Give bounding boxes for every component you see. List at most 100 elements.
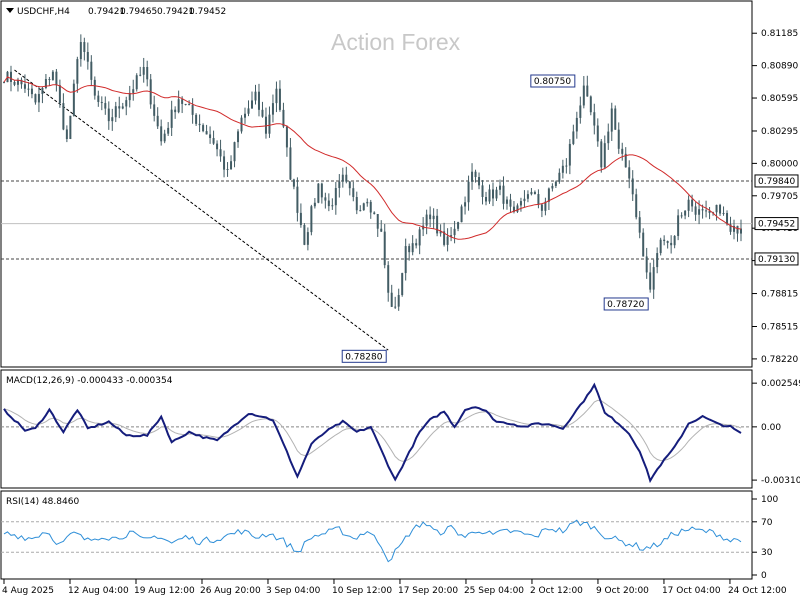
candle-body bbox=[72, 83, 75, 116]
candle-body bbox=[97, 95, 100, 102]
candle-body bbox=[369, 201, 372, 213]
price-annotation-label: 0.78280 bbox=[345, 352, 382, 362]
candle-body bbox=[502, 185, 505, 204]
candle-body bbox=[387, 265, 390, 293]
candle-body bbox=[614, 108, 617, 130]
y-tick-label: 0.81185 bbox=[761, 29, 798, 39]
candle-body bbox=[642, 232, 645, 257]
x-tick-label: 9 Oct 20:00 bbox=[596, 586, 649, 596]
candle-body bbox=[624, 153, 627, 168]
candle-body bbox=[167, 127, 170, 134]
candle-body bbox=[397, 295, 400, 307]
candle-body bbox=[544, 201, 547, 211]
candle-body bbox=[44, 79, 47, 88]
candle-body bbox=[659, 239, 662, 254]
candle-body bbox=[726, 213, 729, 225]
candle-body bbox=[216, 143, 219, 150]
candle-body bbox=[443, 231, 446, 245]
candle-body bbox=[226, 169, 229, 171]
candle-body bbox=[530, 191, 533, 195]
rsi-line bbox=[3, 519, 742, 563]
price-annotation-box bbox=[341, 349, 387, 363]
macd-tick-label: 0.002549 bbox=[761, 379, 800, 389]
candle-body bbox=[537, 194, 540, 205]
candle-body bbox=[285, 126, 288, 148]
ohlc-close: 0.79452 bbox=[189, 7, 226, 17]
candle-body bbox=[271, 103, 274, 115]
candle-body bbox=[394, 306, 397, 308]
x-tick-label: 2 Oct 12:00 bbox=[530, 586, 583, 596]
candle-body bbox=[408, 246, 411, 253]
candle-body bbox=[223, 156, 226, 170]
candle-body bbox=[415, 243, 418, 246]
candle-body bbox=[359, 210, 362, 212]
candle-body bbox=[568, 143, 571, 166]
candle-body bbox=[58, 85, 61, 104]
candle-body bbox=[111, 117, 114, 122]
candle-body bbox=[83, 42, 86, 52]
x-tick-label: 3 Sep 04:00 bbox=[266, 586, 321, 596]
candle-body bbox=[65, 129, 68, 139]
candle-body bbox=[666, 241, 669, 243]
candle-body bbox=[16, 79, 19, 85]
candle-body bbox=[306, 232, 309, 245]
y-tick-label: 0.78815 bbox=[761, 290, 798, 300]
candle-body bbox=[230, 161, 233, 170]
trendline bbox=[14, 69, 389, 351]
candle-body bbox=[677, 215, 680, 236]
candle-body bbox=[715, 204, 718, 213]
candle-body bbox=[736, 225, 739, 234]
candle-body bbox=[327, 200, 330, 207]
candle-body bbox=[670, 242, 673, 246]
candle-body bbox=[219, 149, 222, 157]
candle-body bbox=[48, 79, 51, 81]
macd-panel bbox=[0, 369, 753, 489]
candle-body bbox=[30, 88, 33, 95]
candle-body bbox=[684, 210, 687, 216]
rsi-tick-label: 70 bbox=[761, 518, 773, 528]
candle-body bbox=[237, 131, 240, 143]
candle-body bbox=[390, 292, 393, 307]
candle-body bbox=[498, 185, 501, 190]
candle-body bbox=[649, 272, 652, 290]
candle-body bbox=[125, 100, 128, 107]
candle-body bbox=[257, 91, 260, 110]
price-tag-box bbox=[754, 252, 799, 266]
candle-body bbox=[51, 71, 54, 81]
candle-body bbox=[558, 172, 561, 182]
candle-body bbox=[114, 106, 117, 118]
price-tag-box bbox=[754, 217, 799, 231]
dropdown-triangle-icon[interactable] bbox=[6, 8, 14, 13]
candle-body bbox=[439, 231, 442, 234]
price-annotation-box bbox=[603, 297, 649, 311]
candle-body bbox=[652, 267, 655, 290]
y-tick-label: 0.80890 bbox=[761, 62, 798, 72]
candle-body bbox=[244, 113, 247, 118]
candle-body bbox=[100, 101, 103, 104]
candle-body bbox=[600, 141, 603, 168]
candle-body bbox=[488, 189, 491, 202]
candle-body bbox=[3, 82, 5, 84]
candle-body bbox=[320, 183, 323, 198]
candle-body bbox=[376, 214, 379, 229]
candle-body bbox=[429, 214, 432, 220]
candle-body bbox=[202, 125, 205, 132]
candle-body bbox=[121, 106, 124, 109]
candle-body bbox=[575, 117, 578, 132]
candle-body bbox=[13, 81, 16, 85]
candle-body bbox=[188, 104, 191, 106]
candle-body bbox=[195, 114, 198, 124]
candle-body bbox=[104, 103, 107, 109]
candle-body bbox=[478, 177, 481, 186]
candle-body bbox=[565, 165, 568, 167]
candle-body bbox=[628, 167, 631, 179]
candle-body bbox=[20, 79, 23, 85]
candle-body bbox=[317, 183, 320, 203]
candle-body bbox=[474, 171, 477, 178]
candle-body bbox=[383, 231, 386, 266]
candle-body bbox=[617, 129, 620, 149]
candle-body bbox=[551, 185, 554, 189]
price-tag-label: 0.79452 bbox=[758, 220, 795, 230]
candle-body bbox=[289, 147, 292, 180]
candle-body bbox=[352, 188, 355, 198]
